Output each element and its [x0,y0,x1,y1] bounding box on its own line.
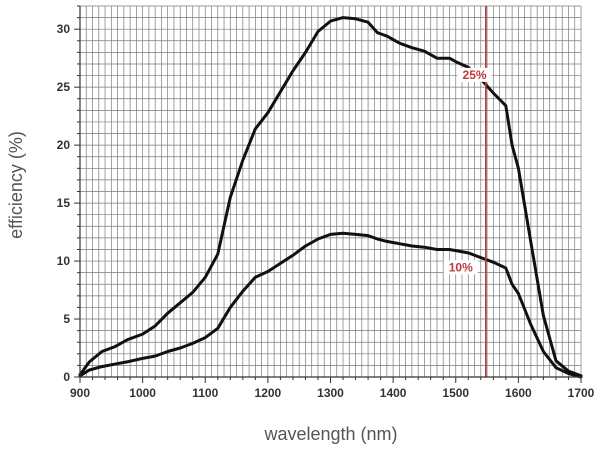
series-line-1 [78,16,583,378]
marker-label-bg [443,260,478,275]
marker-label: 10% [449,260,473,274]
y-axis-title: efficiency (%) [6,131,26,239]
marker-label-bg [457,67,492,82]
x-tick-label: 1500 [442,386,469,400]
x-tick-label: 1300 [317,386,344,400]
x-tick-label: 1700 [568,386,595,400]
x-tick-label: 1400 [380,386,407,400]
y-tick-label: 20 [57,138,71,152]
x-axis-title: wavelength (nm) [263,424,397,444]
y-tick-label: 5 [63,312,70,326]
y-tick-label: 15 [57,196,71,210]
marker-label: 25% [463,68,487,82]
curves [78,16,583,379]
grid [79,5,582,378]
y-tick-label: 10 [57,254,71,268]
y-tick-label: 0 [63,370,70,384]
y-tick-label: 30 [57,22,71,36]
x-tick-label: 1100 [192,386,218,400]
x-tick-label: 1000 [129,386,156,400]
axes [74,5,582,383]
tick-labels: 900 1000 1100 1200 1300 1400 1500 1600 1700 0 5 10 1… [57,22,595,400]
x-tick-label: 1600 [505,386,532,400]
series-line-2 [78,231,583,379]
marker: 25% 10% [443,6,492,377]
x-tick-label: 900 [70,386,90,400]
y-tick-label: 25 [57,80,71,94]
x-tick-label: 1200 [255,386,282,400]
